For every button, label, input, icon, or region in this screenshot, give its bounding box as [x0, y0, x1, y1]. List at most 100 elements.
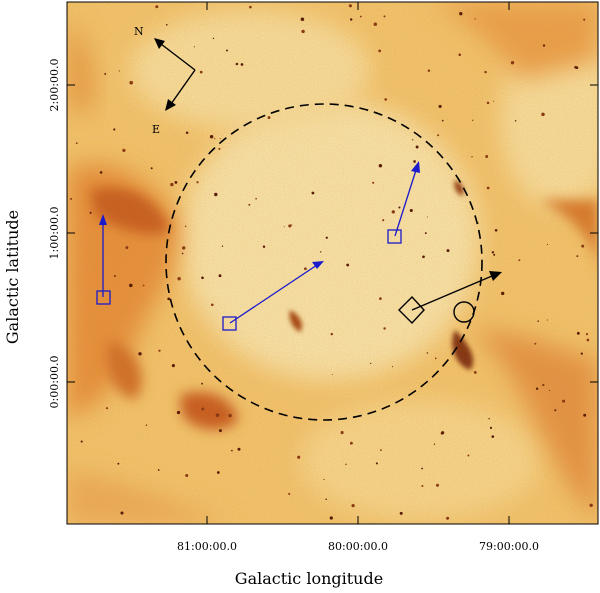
star [379, 297, 382, 300]
star [486, 186, 490, 190]
star [467, 454, 470, 457]
star [70, 197, 73, 200]
star [409, 208, 413, 213]
star [585, 333, 589, 336]
star [262, 245, 266, 249]
star [325, 498, 327, 500]
star [345, 463, 347, 466]
star-field [70, 4, 593, 520]
star [459, 12, 463, 16]
plot-frame [66, 1, 599, 525]
star [80, 440, 83, 443]
star [549, 389, 551, 392]
star [218, 429, 222, 433]
star [157, 469, 160, 471]
star [474, 18, 476, 20]
star [510, 61, 515, 65]
star [586, 338, 590, 342]
star [491, 435, 495, 438]
star [311, 191, 315, 195]
star [436, 483, 439, 487]
star [576, 331, 580, 335]
star [142, 284, 145, 287]
star [323, 478, 325, 480]
star [391, 366, 393, 368]
star [488, 417, 491, 420]
star [138, 352, 142, 356]
proper-motion-arrows [96, 161, 420, 331]
star [398, 206, 401, 209]
star [583, 413, 587, 417]
star [378, 163, 383, 168]
source-marker-3 [387, 161, 420, 244]
star [471, 156, 473, 158]
star [433, 443, 436, 445]
star [372, 181, 375, 184]
star [201, 382, 204, 385]
star [331, 373, 333, 376]
star [89, 211, 92, 214]
star [384, 98, 388, 101]
star [535, 387, 539, 390]
star [415, 145, 419, 149]
compass-east-label: E [152, 123, 160, 136]
star [113, 128, 116, 131]
star [583, 18, 586, 21]
star [99, 171, 103, 174]
star [421, 484, 424, 488]
star [458, 53, 461, 56]
star [104, 72, 107, 75]
star [125, 246, 129, 250]
star [446, 516, 450, 520]
star [413, 160, 416, 163]
y-tick-label-2: 1:00:00.0 [48, 207, 61, 260]
star [145, 424, 148, 426]
star [212, 37, 215, 40]
star [209, 134, 214, 139]
star [378, 49, 382, 53]
black-motion-arrow [398, 271, 502, 325]
star [118, 70, 120, 72]
star [329, 516, 333, 520]
star [184, 225, 187, 228]
star [373, 22, 378, 26]
star [383, 327, 386, 330]
compass: N E [134, 25, 196, 136]
star [129, 80, 133, 85]
star [485, 155, 489, 158]
star [248, 203, 251, 206]
star [493, 253, 496, 256]
star [218, 147, 221, 150]
star [375, 462, 378, 465]
star [185, 131, 189, 135]
star [562, 399, 566, 403]
star [75, 142, 78, 145]
star [215, 413, 220, 417]
star [325, 236, 328, 239]
star [349, 441, 353, 445]
nebula-image [67, 2, 598, 524]
star [518, 259, 521, 262]
star [167, 297, 171, 301]
star [199, 70, 203, 74]
star [546, 243, 549, 245]
star [441, 119, 444, 122]
star [489, 426, 493, 429]
star [581, 244, 585, 248]
star [129, 283, 133, 288]
x-tick-label-3: 79:00:00.0 [479, 540, 539, 553]
star [424, 232, 427, 235]
star [427, 69, 431, 73]
star [349, 18, 353, 21]
star [493, 100, 495, 102]
source-marker-2 [222, 261, 324, 331]
star [120, 511, 124, 515]
star [446, 249, 450, 253]
star [484, 70, 487, 74]
star [255, 197, 257, 200]
star [320, 251, 322, 253]
star [554, 409, 557, 412]
star [340, 431, 344, 435]
star [291, 224, 293, 226]
